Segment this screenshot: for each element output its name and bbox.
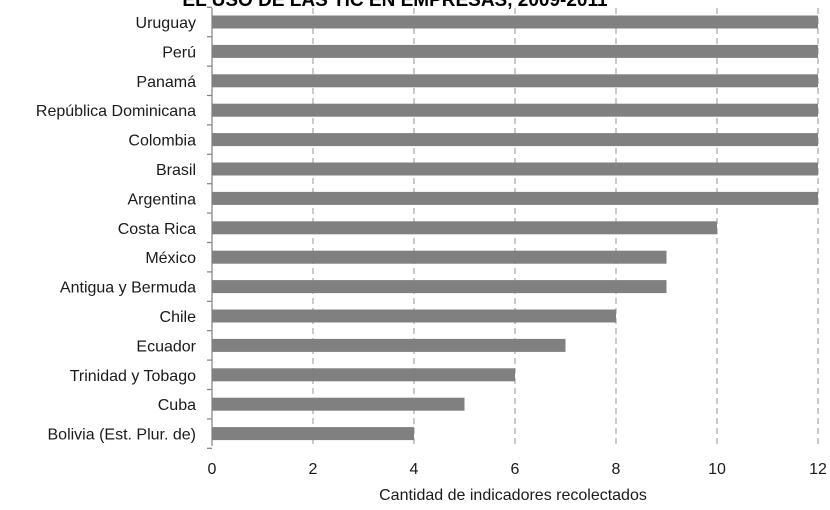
category-label: Ecuador — [136, 338, 196, 355]
x-tick-label: 2 — [309, 461, 318, 478]
category-label: Trinidad y Tobago — [70, 368, 196, 385]
bar — [212, 250, 667, 264]
bar — [212, 280, 667, 294]
bars — [207, 6, 818, 449]
category-label: Costa Rica — [118, 221, 196, 238]
bar — [212, 133, 818, 147]
bar — [212, 397, 465, 411]
category-label: Bolivia (Est. Plur. de) — [48, 427, 197, 444]
bar — [212, 162, 818, 176]
bar — [212, 338, 566, 352]
x-tick-label: 12 — [809, 461, 827, 478]
bar — [212, 427, 414, 441]
category-label: Colombia — [128, 133, 196, 150]
category-label: Perú — [162, 44, 196, 61]
category-label: Cuba — [158, 397, 196, 414]
bar — [212, 44, 818, 58]
category-label: Uruguay — [136, 15, 196, 32]
category-label: Argentina — [128, 191, 197, 208]
chart-title: EL USO DE LAS TIC EN EMPRESAS, 2009-2011 — [182, 0, 608, 11]
bar — [212, 15, 818, 29]
bar — [212, 103, 818, 117]
x-tick-label: 10 — [708, 461, 726, 478]
bar — [212, 368, 515, 382]
x-tick-label: 6 — [511, 461, 520, 478]
bar — [212, 309, 616, 323]
category-label: Panamá — [136, 74, 196, 91]
x-tick-label: 8 — [612, 461, 621, 478]
bar — [212, 191, 818, 205]
category-label: República Dominicana — [36, 103, 196, 120]
category-labels: Uruguay Perú Panamá República Dominicana Col… — [36, 15, 197, 444]
category-label: Brasil — [156, 162, 196, 179]
category-label: México — [145, 250, 196, 267]
x-tick-label: 0 — [208, 461, 217, 478]
x-tick-label: 4 — [410, 461, 419, 478]
bar — [212, 74, 818, 88]
category-label: Chile — [160, 309, 197, 326]
x-axis-title: Cantidad de indicadores recolectados — [379, 487, 647, 504]
x-tick-labels: 0 2 4 6 8 10 12 — [208, 461, 827, 478]
category-label: Antigua y Bermuda — [60, 280, 196, 297]
bar — [212, 221, 717, 235]
